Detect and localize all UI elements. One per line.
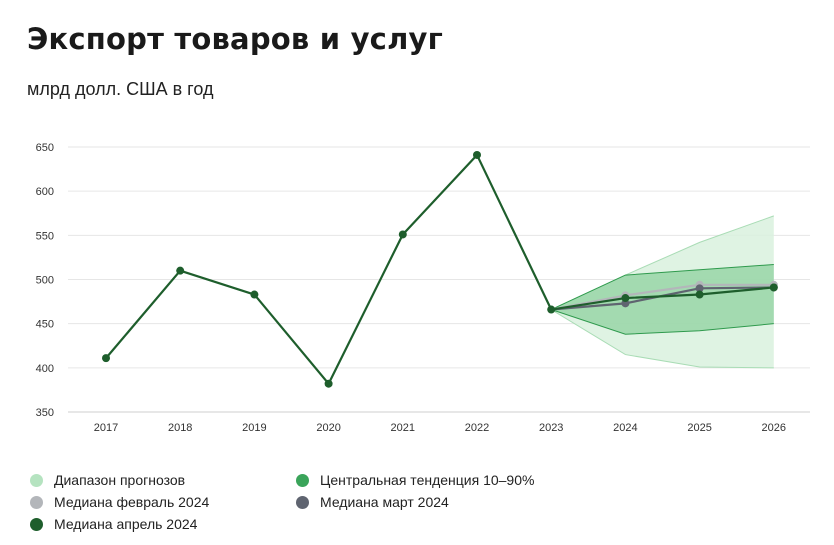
export-chart: 350 400 450 500 550 600 650 2017 2018 2019 2020 20… xyxy=(36,142,810,434)
y-tick-label: 550 xyxy=(36,230,54,242)
history-point xyxy=(473,150,481,159)
x-tick-label: 2022 xyxy=(465,422,489,434)
x-tick-label: 2021 xyxy=(391,422,415,434)
central-tendency-lower-edge xyxy=(551,309,774,335)
y-tick-label: 450 xyxy=(36,319,54,331)
history-point xyxy=(547,305,556,314)
history-point xyxy=(398,230,407,239)
legend-label: Медиана апрель 2024 xyxy=(54,516,198,532)
y-tick-label: 650 xyxy=(36,142,54,154)
legend-swatch-icon xyxy=(296,495,309,509)
legend-swatch-icon xyxy=(30,473,43,487)
x-tick-label: 2017 xyxy=(94,422,118,434)
legend-swatch-icon xyxy=(30,495,43,509)
history-point xyxy=(250,290,259,299)
x-tick-label: 2025 xyxy=(687,422,711,434)
x-tick-label: 2020 xyxy=(316,422,340,434)
legend-label: Медиана март 2024 xyxy=(320,494,449,510)
median-apr-line xyxy=(551,286,774,311)
chart-subtitle: млрд долл. США в год xyxy=(27,79,214,99)
x-tick-label: 2024 xyxy=(613,422,637,434)
legend-item-median-mar: Медиана март 2024 xyxy=(296,492,449,512)
median-mar-point xyxy=(695,284,704,293)
median-apr-point xyxy=(621,294,630,303)
history-point xyxy=(102,354,110,363)
y-tick-label: 500 xyxy=(36,275,54,287)
legend-swatch-icon xyxy=(296,473,309,487)
median-feb-line xyxy=(550,283,774,311)
legend: Диапазон прогнозов Центральная тенденция… xyxy=(30,470,630,536)
median-apr-point xyxy=(695,290,704,299)
legend-label: Диапазон прогнозов xyxy=(54,472,186,488)
x-tick-label: 2026 xyxy=(762,422,786,434)
legend-item-forecast-range: Диапазон прогнозов xyxy=(30,470,185,490)
history-point xyxy=(176,266,185,275)
history-point xyxy=(324,379,333,388)
y-tick-label: 350 xyxy=(36,407,54,419)
median-apr-point xyxy=(769,283,778,292)
x-tick-label: 2018 xyxy=(168,422,192,434)
central-tendency-upper-edge xyxy=(550,263,774,310)
legend-label: Центральная тенденция 10–90% xyxy=(320,472,535,488)
legend-item-median-apr: Медиана апрель 2024 xyxy=(30,514,197,534)
forecast-range-lower-edge xyxy=(550,309,774,369)
chart-title: Экспорт товаров и услуг xyxy=(27,22,443,56)
legend-item-central-tendency: Центральная тенденция 10–90% xyxy=(296,470,534,490)
y-tick-label: 600 xyxy=(36,186,54,198)
legend-label: Медиана февраль 2024 xyxy=(54,494,210,510)
x-tick-label: 2019 xyxy=(242,422,266,434)
y-tick-label: 400 xyxy=(36,363,54,375)
legend-item-median-feb: Медиана февраль 2024 xyxy=(30,492,209,512)
legend-swatch-icon xyxy=(30,517,43,531)
x-tick-label: 2023 xyxy=(539,422,563,434)
history-line xyxy=(105,153,553,385)
central-tendency-band xyxy=(551,264,774,335)
